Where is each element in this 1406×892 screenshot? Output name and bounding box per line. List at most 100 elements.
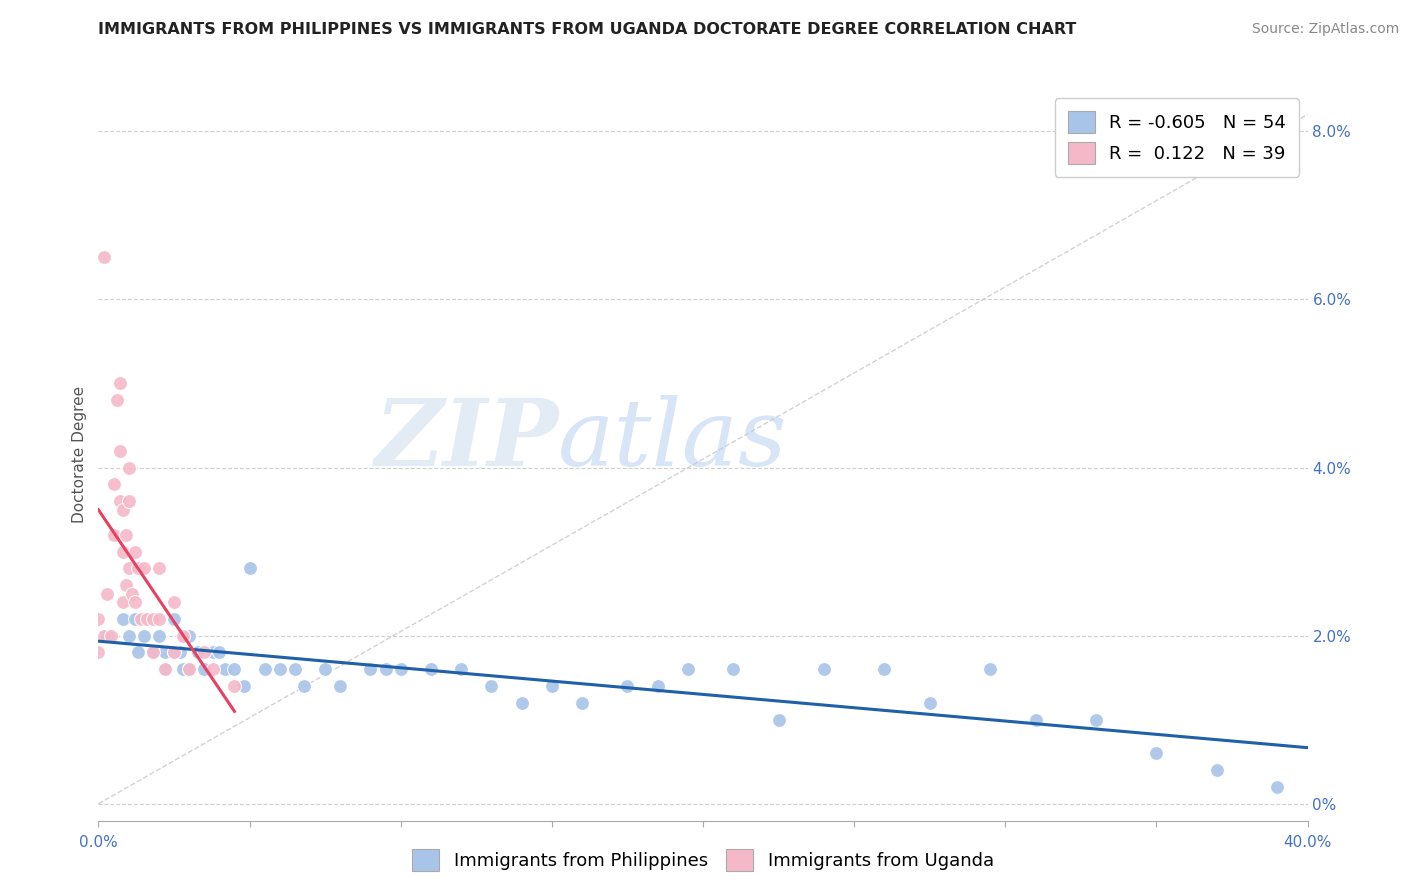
Point [979, 662, 1001, 676]
Point [124, 544, 146, 558]
Point [87, 612, 110, 626]
Point [420, 662, 443, 676]
Text: 0.0%: 0.0% [79, 836, 118, 850]
Point [169, 645, 191, 659]
Point [813, 662, 835, 676]
Point [571, 696, 593, 710]
Point [163, 612, 186, 626]
Point [873, 662, 896, 676]
Point [142, 612, 165, 626]
Point [135, 612, 157, 626]
Point [153, 645, 176, 659]
Point [163, 595, 186, 609]
Point [111, 544, 134, 558]
Point [93, 251, 115, 265]
Point [163, 645, 186, 659]
Text: Source: ZipAtlas.com: Source: ZipAtlas.com [1251, 22, 1399, 37]
Point [118, 494, 141, 508]
Point [269, 662, 291, 676]
Point [239, 561, 262, 575]
Point [329, 679, 352, 693]
Point [1206, 763, 1229, 777]
Point [96, 629, 118, 643]
Point [111, 502, 134, 516]
Point [172, 629, 194, 643]
Point [193, 662, 215, 676]
Point [108, 376, 131, 391]
Point [224, 662, 246, 676]
Point [148, 561, 170, 575]
Point [142, 645, 165, 659]
Legend: Immigrants from Philippines, Immigrants from Uganda: Immigrants from Philippines, Immigrants … [405, 842, 1001, 879]
Point [111, 595, 134, 609]
Point [360, 662, 382, 676]
Point [118, 629, 141, 643]
Point [374, 662, 396, 676]
Point [202, 645, 225, 659]
Point [142, 645, 165, 659]
Point [481, 679, 503, 693]
Point [124, 595, 146, 609]
Point [108, 443, 131, 458]
Text: ZIP: ZIP [374, 395, 558, 485]
Point [676, 662, 699, 676]
Point [139, 612, 162, 626]
Point [179, 662, 201, 676]
Point [103, 528, 125, 542]
Point [118, 460, 141, 475]
Point [284, 662, 307, 676]
Point [124, 612, 146, 626]
Point [129, 612, 152, 626]
Point [179, 662, 201, 676]
Point [510, 696, 533, 710]
Text: IMMIGRANTS FROM PHILIPPINES VS IMMIGRANTS FROM UGANDA DOCTORATE DEGREE CORRELATI: IMMIGRANTS FROM PHILIPPINES VS IMMIGRANT… [98, 22, 1077, 37]
Point [918, 696, 941, 710]
Point [616, 679, 638, 693]
Point [187, 645, 209, 659]
Point [208, 645, 231, 659]
Point [232, 679, 254, 693]
Point [292, 679, 315, 693]
Point [103, 477, 125, 491]
Point [202, 662, 225, 676]
Point [153, 662, 176, 676]
Text: 40.0%: 40.0% [1284, 836, 1331, 850]
Point [163, 645, 186, 659]
Point [214, 662, 236, 676]
Point [768, 713, 790, 727]
Point [647, 679, 669, 693]
Point [121, 587, 143, 601]
Point [96, 587, 118, 601]
Point [389, 662, 412, 676]
Point [93, 629, 115, 643]
Point [114, 578, 136, 592]
Point [224, 679, 246, 693]
Point [100, 629, 122, 643]
Point [253, 662, 276, 676]
Point [723, 662, 745, 676]
Y-axis label: Doctorate Degree: Doctorate Degree [72, 386, 87, 524]
Point [132, 561, 155, 575]
Point [105, 393, 128, 408]
Point [450, 662, 472, 676]
Legend: R = -0.605   N = 54, R =  0.122   N = 39: R = -0.605 N = 54, R = 0.122 N = 39 [1054, 98, 1299, 177]
Point [153, 662, 176, 676]
Point [148, 612, 170, 626]
Point [179, 629, 201, 643]
Point [132, 629, 155, 643]
Point [148, 629, 170, 643]
Point [172, 662, 194, 676]
Point [1144, 747, 1167, 761]
Point [111, 612, 134, 626]
Point [114, 528, 136, 542]
Point [1085, 713, 1108, 727]
Text: atlas: atlas [558, 395, 787, 485]
Point [118, 561, 141, 575]
Point [127, 645, 149, 659]
Point [127, 561, 149, 575]
Point [108, 494, 131, 508]
Point [1267, 780, 1289, 794]
Point [314, 662, 336, 676]
Point [540, 679, 562, 693]
Point [1024, 713, 1046, 727]
